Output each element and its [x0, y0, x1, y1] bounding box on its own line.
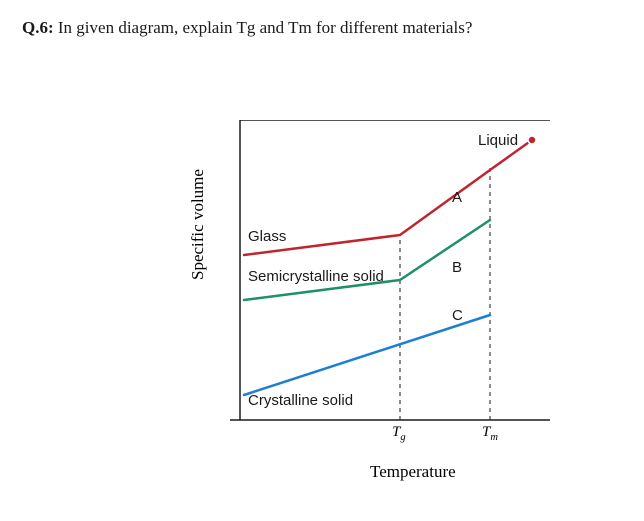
svg-text:A: A	[452, 189, 462, 206]
svg-text:B: B	[452, 259, 462, 276]
question-number: Q.6:	[22, 18, 54, 37]
svg-text:C: C	[452, 307, 463, 324]
label-semicrystalline: Semicrystalline solid	[248, 268, 384, 285]
label-liquid: Liquid	[478, 132, 518, 149]
label-crystalline: Crystalline solid	[248, 392, 353, 409]
question-body: In given diagram, explain Tg and Tm for …	[54, 18, 473, 37]
chart-container: Specific volume ABC Liquid Glass Semicry…	[220, 120, 600, 480]
label-glass: Glass	[248, 228, 286, 245]
xtick-tg: Tg	[392, 424, 406, 443]
xtick-tm: Tm	[482, 424, 498, 443]
question-text: Q.6: In given diagram, explain Tg and Tm…	[22, 18, 472, 38]
y-axis-label: Specific volume	[188, 169, 208, 280]
x-axis-label: Temperature	[370, 462, 456, 482]
